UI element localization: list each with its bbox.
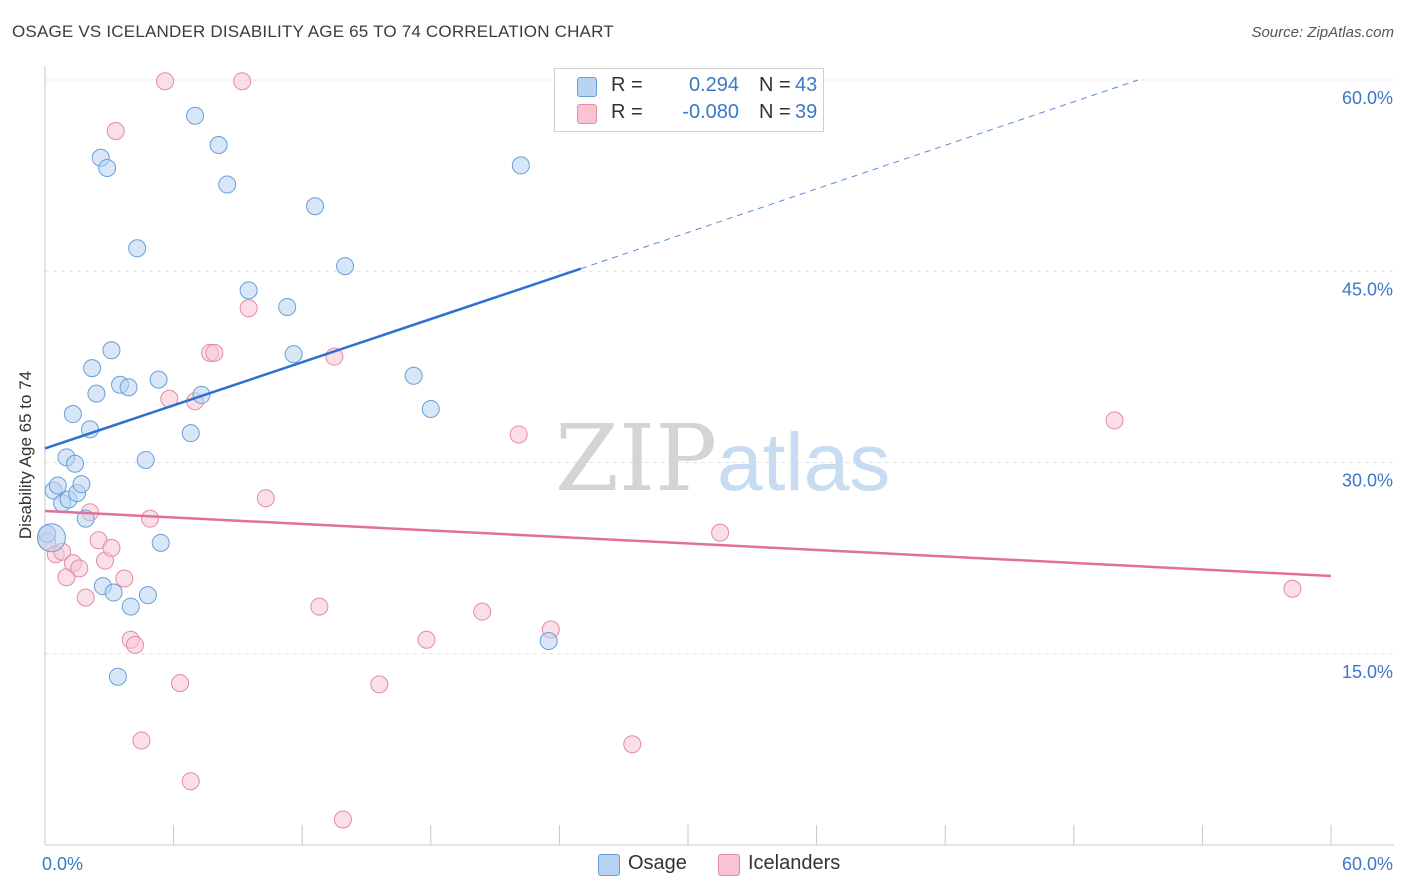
icelanders-n-label: N = (759, 101, 791, 123)
source-label: Source: ZipAtlas.com (1251, 24, 1394, 41)
osage-point (87, 384, 106, 403)
stats-legend: R = 0.294 N = 43 R = -0.080 N = 39 (554, 68, 824, 132)
icelanders-point (181, 772, 200, 791)
osage-swatch (577, 77, 597, 97)
icelanders-point (370, 675, 389, 694)
osage-point (186, 106, 205, 125)
icelanders-point (132, 731, 151, 750)
icelanders-point (70, 559, 89, 578)
osage-n-label: N = (759, 74, 791, 96)
osage-point (149, 370, 168, 389)
watermark: ZIP atlas (555, 405, 890, 512)
osage-point (119, 378, 138, 397)
icelanders-point (102, 538, 121, 557)
osage-point (63, 405, 82, 424)
osage-r-value: 0.294 (688, 74, 739, 96)
x-tick-label: 0.0% (42, 854, 83, 874)
icelanders-r-value: -0.080 (682, 101, 739, 123)
osage-point (511, 156, 530, 175)
icelanders-point (205, 343, 224, 362)
osage-legend-label: Osage (628, 852, 687, 874)
osage-point (36, 523, 66, 553)
icelanders-point (310, 597, 329, 616)
osage-point (209, 136, 228, 155)
icelanders-point (1283, 579, 1302, 598)
osage-point (284, 345, 303, 364)
osage-r-label: R = (611, 74, 643, 96)
osage-point (306, 197, 325, 216)
watermark-atlas: atlas (717, 417, 890, 508)
osage-point (404, 366, 423, 385)
osage-point (136, 450, 155, 469)
icelanders-point (256, 489, 275, 508)
icelanders-point (76, 588, 95, 607)
trend-lines (44, 79, 1332, 578)
icelanders-point (417, 630, 436, 649)
osage-point (102, 341, 121, 360)
axes (44, 66, 1394, 846)
osage-point (108, 667, 127, 686)
y-tick-label: 30.0% (1342, 471, 1393, 491)
icelanders-n-value: 39 (795, 101, 818, 123)
y-axis-label: Disability Age 65 to 74 (16, 370, 35, 540)
icelanders-point (473, 602, 492, 621)
osage-point (278, 297, 297, 316)
osage-trend-line (44, 267, 582, 450)
osage-point (138, 586, 157, 605)
osage-points (36, 106, 558, 686)
icelanders-point (115, 569, 134, 588)
icelanders-point (333, 810, 352, 829)
icelanders-point (1105, 411, 1124, 430)
icelanders-point (106, 122, 125, 140)
icelanders-point (141, 509, 160, 528)
icelanders-trend-line (44, 509, 1332, 578)
icelanders-point (156, 72, 175, 91)
y-tick-label: 60.0% (1342, 88, 1393, 108)
osage-point (181, 424, 200, 443)
icelanders-point (126, 635, 145, 654)
y-tick-label: 45.0% (1342, 279, 1393, 299)
osage-n-value: 43 (795, 74, 818, 96)
watermark-zip: ZIP (555, 405, 717, 512)
osage-point (151, 533, 170, 552)
osage-point (128, 239, 147, 258)
icelanders-point (233, 72, 252, 91)
icelanders-point (171, 674, 190, 693)
icelanders-legend-label: Icelanders (748, 852, 841, 874)
icelanders-legend-swatch (718, 854, 740, 876)
osage-point (239, 281, 258, 300)
osage-point (539, 632, 558, 650)
osage-point (98, 158, 117, 177)
y-tick-label: 15.0% (1342, 662, 1393, 682)
x-tick-label: 60.0% (1342, 854, 1393, 874)
icelanders-point (623, 735, 642, 754)
y-tick-labels: 15.0% 30.0% 45.0% 60.0% (1342, 88, 1393, 682)
icelanders-r-label: R = (611, 101, 643, 123)
icelanders-point (509, 425, 528, 444)
x-tick-labels: 0.0% 60.0% (42, 854, 1393, 874)
icelanders-point (239, 299, 258, 318)
osage-point (66, 454, 85, 473)
osage-point (104, 583, 123, 602)
osage-point (218, 175, 237, 194)
icelanders-point (711, 523, 730, 542)
chart-title: OSAGE VS ICELANDER DISABILITY AGE 65 TO … (12, 22, 614, 41)
osage-point (121, 597, 140, 616)
osage-legend-swatch (598, 854, 620, 876)
icelanders-swatch (577, 104, 597, 124)
osage-point (83, 359, 102, 378)
osage-point (336, 257, 355, 276)
osage-point (72, 475, 91, 494)
osage-point (48, 476, 67, 495)
osage-point (421, 399, 440, 418)
